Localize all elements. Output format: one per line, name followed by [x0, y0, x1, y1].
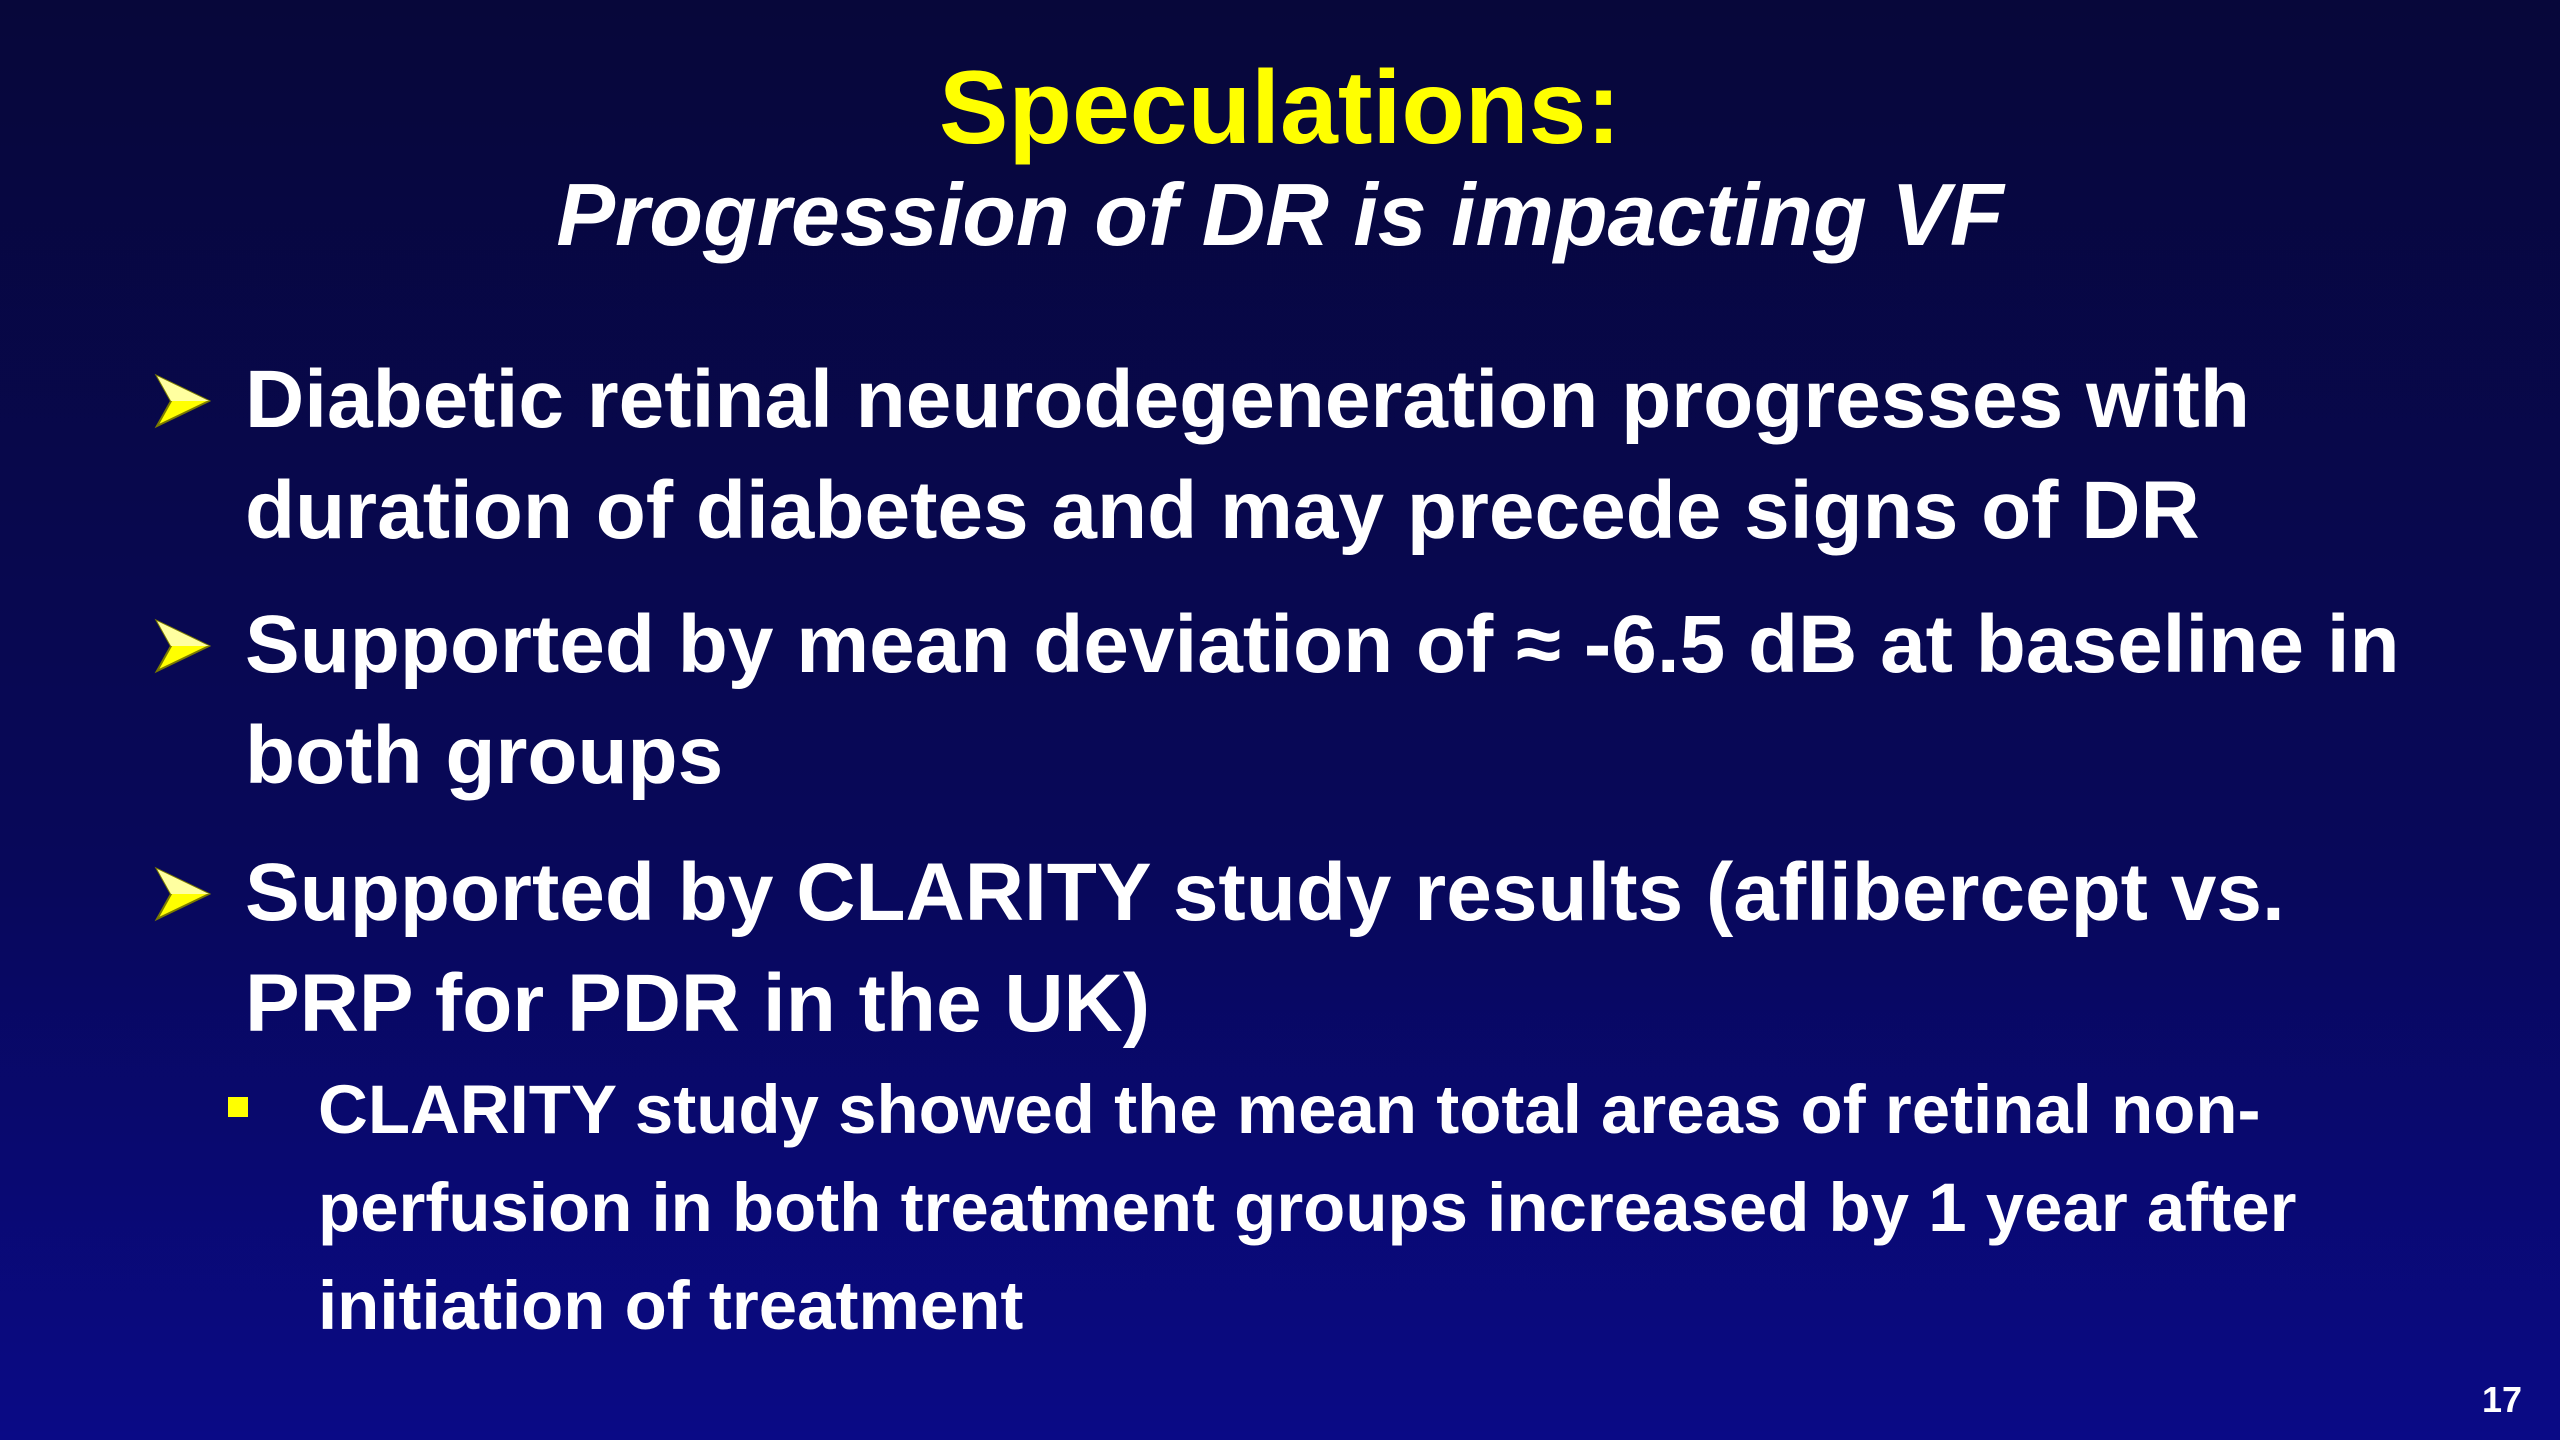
- bullet-text: Supported by CLARITY study results (afli…: [245, 847, 2285, 1049]
- sub-bullet-square: [228, 1097, 248, 1117]
- page-number: 17: [2481, 1379, 2522, 1420]
- bullet-text: Diabetic retinal neurodegeneration progr…: [245, 354, 2250, 556]
- sub-bullet: CLARITY study showed the mean total area…: [228, 1061, 2318, 1355]
- sub-bullet-text: CLARITY study showed the mean total area…: [318, 1071, 2297, 1344]
- bullet-text: Supported by mean deviation of ≈ -6.5 dB…: [245, 599, 2400, 801]
- bullet: Supported by mean deviation of ≈ -6.5 dB…: [154, 589, 2465, 811]
- bullet-arrow: [154, 866, 211, 922]
- subtitle: Progression of DR is impacting VF: [556, 165, 2004, 264]
- bullet-arrow: [154, 373, 211, 429]
- bullet: Diabetic retinal neurodegeneration progr…: [154, 344, 2465, 566]
- bullet-arrow: [154, 618, 211, 674]
- bullet: Supported by CLARITY study results (afli…: [154, 837, 2465, 1059]
- title: Speculations:: [939, 50, 1621, 166]
